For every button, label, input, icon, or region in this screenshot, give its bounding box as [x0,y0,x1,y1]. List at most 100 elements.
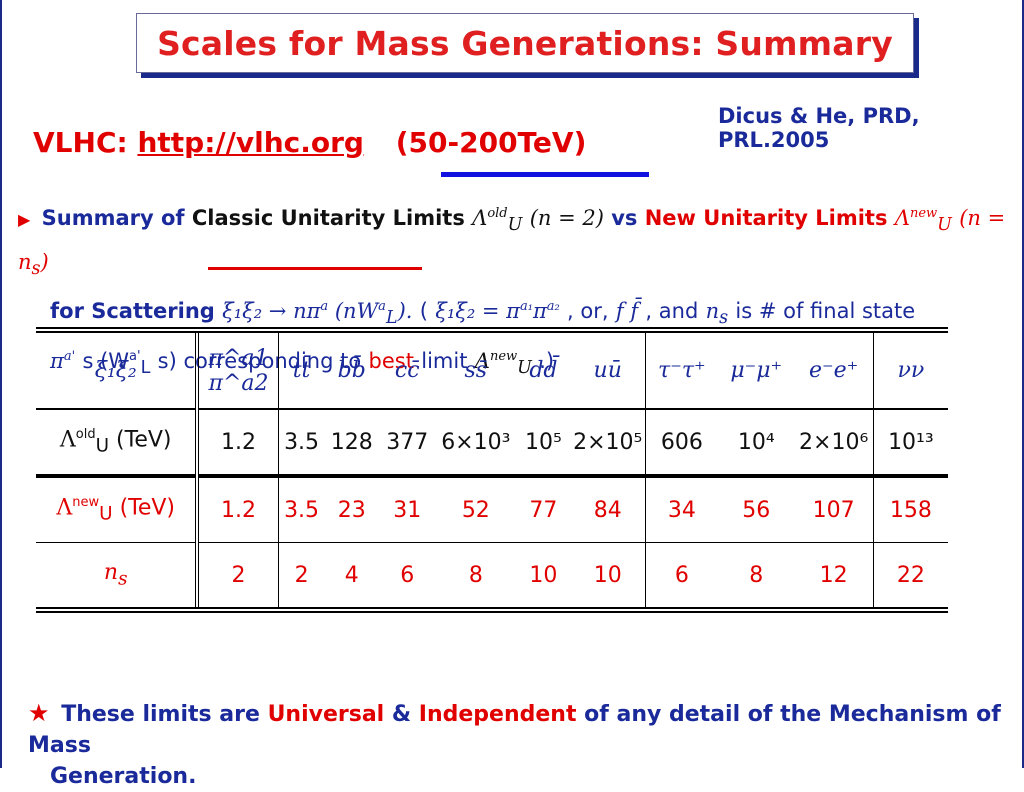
table-cell: 2×10⁶ [794,408,874,475]
bullet-arrow-icon: ▶ [18,210,31,229]
fermion-pair: f f̄ [615,299,639,324]
table-cell: 10⁵ [516,408,571,475]
header-cell: dd̄ [529,358,558,383]
table-row-ns: ns 2 2 4 6 8 10 10 6 8 12 22 [36,542,948,607]
table-bottom-rule [36,607,948,613]
table-header-row: ξ₁ξ₂ π^a1 π^a2 tt̄ bb̄ cc̄ ss̄ dd̄ uū τ⁻… [36,333,948,409]
final-state-text: is # of final state [735,299,916,324]
left-border [0,0,2,768]
lambda-old-symbol: ΛoldU [472,206,523,236]
table-cell: 3.5 [278,408,325,475]
summary-text: Summary of [41,206,185,230]
table-cell: 4 [324,542,379,607]
table-cell: 128 [324,408,379,475]
ns-symbol: ns [705,299,729,329]
table-cell: 158 [889,497,932,523]
paren-close: .) [539,348,555,373]
ampersand-text: & [391,702,412,727]
citation: Dicus & He, PRD, PRL.2005 [718,104,920,152]
and-text: , and [645,299,699,324]
table-row-old: ΛoldU (TeV) 1.2 3.5 128 377 6×10³ 10⁵ 2×… [36,408,948,475]
title-box: Scales for Mass Generations: Summary [136,13,914,73]
table-cell: 2×10⁵ [570,408,646,475]
table-cell: 2 [278,542,325,607]
summary-line-2: for Scattering ξ₁ξ₂ → nπa (nWaL). ( ξ₁ξ₂… [18,288,1018,337]
table-cell: 22 [873,542,948,607]
n-equals-2: (n = 2) [529,206,604,230]
table-top-rule [36,327,948,333]
table-cell: 77 [529,497,558,523]
footer-text: These limits are [61,702,260,727]
table-cell: 6 [645,542,718,607]
star-icon: ★ [28,699,50,727]
blue-underline-bar [441,172,649,177]
table-cell: 23 [337,497,366,523]
row-label-new: ΛnewU (TeV) [36,477,200,543]
limit-text: limit [421,348,468,373]
header-cell: π^a1 π^a2 [197,333,279,409]
table-cell: 1.2 [197,477,279,543]
table-cell: 8 [717,542,795,607]
vlhc-link[interactable]: http://vlhc.org [137,126,364,159]
footer-note: ★ These limits are Universal & Independe… [28,698,1008,792]
table-cell: 3.5 [284,497,320,523]
table-cell: 6×10³ [435,408,517,475]
independent-text: Independent [418,702,577,727]
for-scattering-text: for Scattering [50,299,215,324]
header-cell: νν [897,358,925,383]
lambda-new-symbol-2: ΛnewU [474,348,532,378]
header-cell: tt̄ [292,358,311,383]
best-text: best [368,348,414,373]
vlhc-label: VLHC: [33,126,128,159]
header-cell: μ⁻μ⁺ [730,358,783,383]
red-underline-bar [208,267,422,270]
vs-text: vs [611,206,638,230]
vlhc-range: (50-200TeV) [395,126,587,159]
header-cell: cc̄ [394,358,420,383]
n-equals-ns: (n = ns) [18,206,1006,280]
vlhc-line: VLHC: http://vlhc.org (50-200TeV) [33,126,586,159]
unitarity-table: ξ₁ξ₂ π^a1 π^a2 tt̄ bb̄ cc̄ ss̄ dd̄ uū τ⁻… [36,327,948,613]
header-cell: τ⁻τ⁺ [658,358,706,383]
footer-line-2: Generation. [50,764,197,789]
header-cell-xi: ξ₁ξ₂ [36,333,200,409]
row-label-old: ΛoldU (TeV) [36,408,200,475]
table-cell: 12 [794,542,874,607]
classic-limits-text: Classic Unitarity Limits [191,206,465,230]
scattering-process: ξ₁ξ₂ → nπa (nWaL). [222,299,413,329]
table-cell: 10¹³ [873,408,948,475]
or-text: , or, [567,299,609,324]
paren-open: ( [419,299,428,324]
summary-paragraph: ▶ Summary of Classic Unitarity Limits Λo… [18,195,1018,387]
table-cell: 377 [378,408,436,475]
table-mid-rule [36,474,948,478]
table-cell: 52 [461,497,490,523]
header-cell: uū [570,333,646,409]
table-cell: 31 [393,497,422,523]
lambda-new-symbol: ΛnewU [894,206,952,236]
slide-title: Scales for Mass Generations: Summary [157,23,893,63]
header-cell: e⁻e⁺ [794,333,874,409]
table-cell: 34 [667,497,696,523]
summary-line-1: ▶ Summary of Classic Unitarity Limits Λo… [18,195,1018,288]
universal-text: Universal [267,702,385,727]
header-cell: ss̄ [464,358,488,383]
table-cell: 10 [570,542,646,607]
table-cell: 10 [516,542,571,607]
table-cell: 8 [435,542,517,607]
table-row-new: ΛnewU (TeV) 1.2 3.5 23 31 52 77 84 34 56… [36,477,948,543]
table-cell: 10⁴ [717,408,795,475]
table-cell: 1.2 [197,408,279,475]
new-limits-text: New Unitarity Limits [644,206,888,230]
header-cell: bb̄ [337,358,366,383]
right-border [1022,0,1024,768]
table-cell: 107 [794,477,874,543]
row-label-ns: ns [36,542,200,607]
footer-line-1: ★ These limits are Universal & Independe… [28,698,1008,761]
table-cell: 2 [197,542,279,607]
table-cell: 6 [378,542,436,607]
initial-state-formula: ξ₁ξ₂ = πa₁πa₂ [435,299,560,324]
table-cell: 84 [570,477,646,543]
mechanism-text: of any detail of the Mechanism of Mass [28,702,1001,758]
table-cell: 56 [742,497,771,523]
